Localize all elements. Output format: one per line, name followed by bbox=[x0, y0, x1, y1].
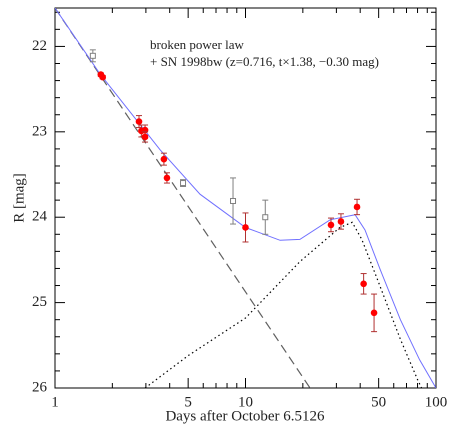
x-tick-label: 50 bbox=[371, 394, 386, 410]
data-point bbox=[99, 73, 107, 81]
data-point bbox=[327, 221, 335, 229]
data-point bbox=[163, 174, 171, 182]
x-tick-label: 100 bbox=[425, 394, 448, 410]
y-tick-label: 23 bbox=[32, 123, 47, 139]
annotation: + SN 1998bw (z=0.716, t×1.38, −0.30 mag) bbox=[150, 54, 379, 69]
data-point bbox=[180, 180, 187, 187]
y-tick-label: 26 bbox=[32, 379, 48, 395]
y-tick-label: 22 bbox=[32, 38, 47, 54]
data-point bbox=[89, 52, 96, 59]
data-point bbox=[230, 197, 237, 204]
y-tick-label: 24 bbox=[32, 209, 48, 225]
data-point bbox=[135, 118, 143, 125]
data-point bbox=[141, 133, 149, 141]
data-point bbox=[242, 224, 249, 231]
model-line bbox=[144, 221, 423, 388]
annotation: broken power law bbox=[150, 37, 244, 52]
x-tick-label: 1 bbox=[51, 394, 59, 410]
y-axis-label: R [mag] bbox=[11, 173, 27, 223]
model-line bbox=[55, 8, 436, 388]
x-axis-label: Days after October 6.5126 bbox=[165, 408, 325, 424]
data-point bbox=[353, 203, 361, 211]
data-point bbox=[160, 155, 168, 163]
model-line bbox=[55, 8, 311, 388]
x-tick-label: 5 bbox=[184, 394, 192, 410]
data-point bbox=[360, 280, 367, 288]
data-point bbox=[337, 218, 345, 225]
y-tick-label: 25 bbox=[32, 294, 47, 310]
data-point bbox=[262, 214, 269, 221]
data-point bbox=[370, 309, 378, 317]
x-tick-label: 10 bbox=[238, 394, 253, 410]
